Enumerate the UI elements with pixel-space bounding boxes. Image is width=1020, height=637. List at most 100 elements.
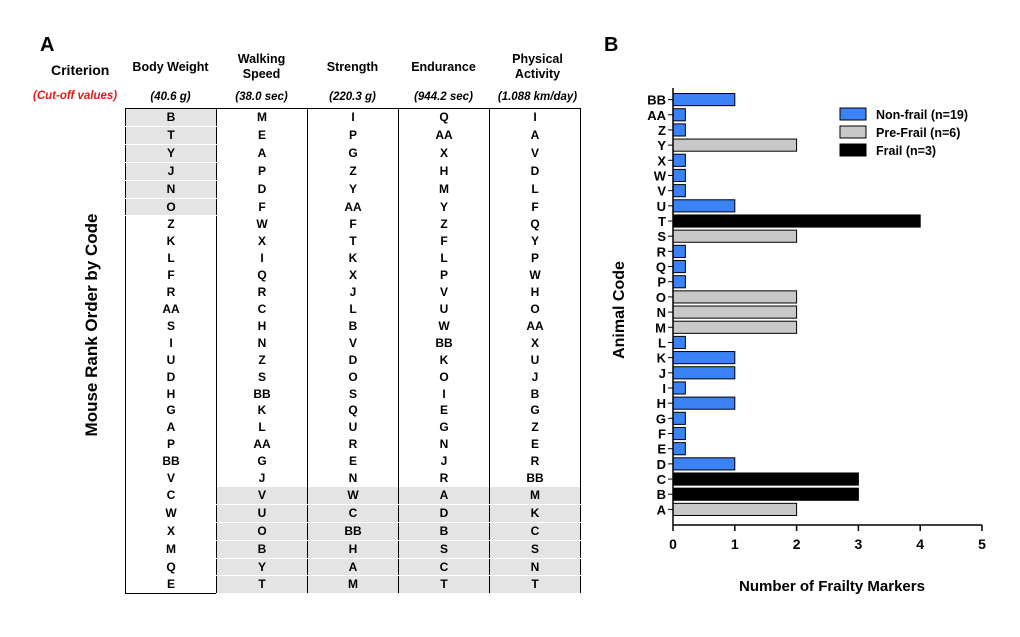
x-tick-label: 5 [978, 536, 986, 552]
bar [672, 108, 686, 122]
criterion-label: Criterion [51, 62, 110, 78]
rank-table: B M I Q I T E P AA A Y A G X V J P Z H D N D Y M L O F AA Y F Z W F Z Q K X T… [125, 108, 581, 595]
table-row: V J N R BB [126, 470, 581, 487]
bar [672, 229, 798, 243]
table-cell: C [307, 504, 399, 523]
y-tick-label: AA [647, 108, 666, 123]
bar [672, 199, 736, 213]
bar [672, 214, 921, 228]
bar [672, 487, 859, 501]
legend-swatch [839, 125, 867, 139]
bar [672, 335, 686, 350]
bar [672, 184, 686, 198]
table-cell: Y [216, 558, 308, 577]
header-line: Strength [326, 60, 379, 74]
table-cell: W [307, 486, 399, 505]
table-cell: U [166, 352, 176, 367]
table-cell: R [489, 453, 581, 471]
table-cell: F [216, 198, 308, 216]
table-cell: S [216, 368, 308, 386]
y-tick-label: U [657, 199, 666, 214]
table-row: X O BB B C [126, 522, 581, 541]
y-tick-label: C [657, 472, 667, 487]
table-row: T E P AA A [125, 126, 581, 145]
panel-b-letter: B [604, 34, 619, 56]
table-row: BB G E J R [126, 453, 581, 471]
table-cell: O [398, 368, 490, 386]
table-cell: S [489, 540, 581, 559]
y-tick-label: L [658, 335, 666, 350]
table-cell: I [489, 108, 581, 127]
table-cell: N [489, 558, 581, 577]
table-cell: S [307, 385, 399, 403]
table-cell: T [489, 575, 581, 595]
header-line: Physical [512, 52, 563, 66]
table-cell: Y [398, 198, 490, 216]
table-cell: B [398, 522, 490, 541]
table-cell: D [307, 351, 399, 369]
table-cell: Q [166, 559, 176, 574]
header-strength: Strength [307, 60, 398, 75]
table-row: S H B W AA [126, 317, 581, 335]
table-cell: P [398, 267, 490, 285]
y-tick-label: T [658, 214, 666, 229]
table-cell: F [489, 198, 581, 216]
bar [672, 275, 686, 289]
table-cell: S [398, 540, 490, 559]
table-cell: C [489, 522, 581, 541]
cutoff-label: (Cut-off values) [33, 90, 118, 102]
table-cell: E [398, 402, 490, 420]
table-cell: T [216, 575, 308, 595]
table-cell: T [398, 575, 490, 595]
table-cell: D [398, 504, 490, 523]
y-tick-label: BB [647, 93, 666, 108]
y-tick-label: J [659, 366, 666, 381]
x-tick-label: 2 [793, 536, 801, 552]
table-cell: C [398, 558, 490, 577]
y-tick-label: D [657, 457, 666, 472]
table-cell: BB [307, 522, 399, 541]
table-cell: M [166, 541, 176, 556]
y-tick-label: E [657, 442, 666, 457]
bar [672, 381, 686, 395]
table-cell: E [307, 453, 399, 471]
table-cell: AA [307, 198, 399, 216]
table-cell: M [216, 108, 308, 127]
bar [672, 411, 686, 425]
x-tick-label: 4 [916, 536, 924, 552]
bar [672, 472, 859, 486]
bar [672, 366, 736, 380]
table-cell: N [307, 470, 399, 487]
table-cell: U [216, 504, 308, 523]
table-cell: X [216, 233, 308, 251]
table-cell: R [307, 436, 399, 454]
table-row: H BB S I B [126, 385, 581, 403]
header-endurance: Endurance [398, 60, 489, 75]
table-cell: M [307, 575, 399, 595]
table-cell: W [398, 317, 490, 335]
y-tick-label: V [657, 184, 666, 199]
table-cell: O [216, 522, 308, 541]
y-tick-label: W [654, 168, 667, 183]
table-cell: X [307, 267, 399, 285]
y-tick-label: N [657, 305, 666, 320]
bar [672, 138, 798, 152]
table-cell: H [307, 540, 399, 559]
x-axis-label: Number of Frailty Markers [739, 578, 925, 595]
table-cell: O [125, 198, 217, 217]
table-cell: J [125, 162, 217, 181]
bar [672, 396, 736, 410]
table-cell: N [398, 436, 490, 454]
table-cell: M [398, 180, 490, 199]
y-tick-label: P [657, 275, 666, 290]
table-cell: L [398, 250, 490, 268]
table-cell: J [307, 284, 399, 301]
table-cell: L [216, 419, 308, 437]
